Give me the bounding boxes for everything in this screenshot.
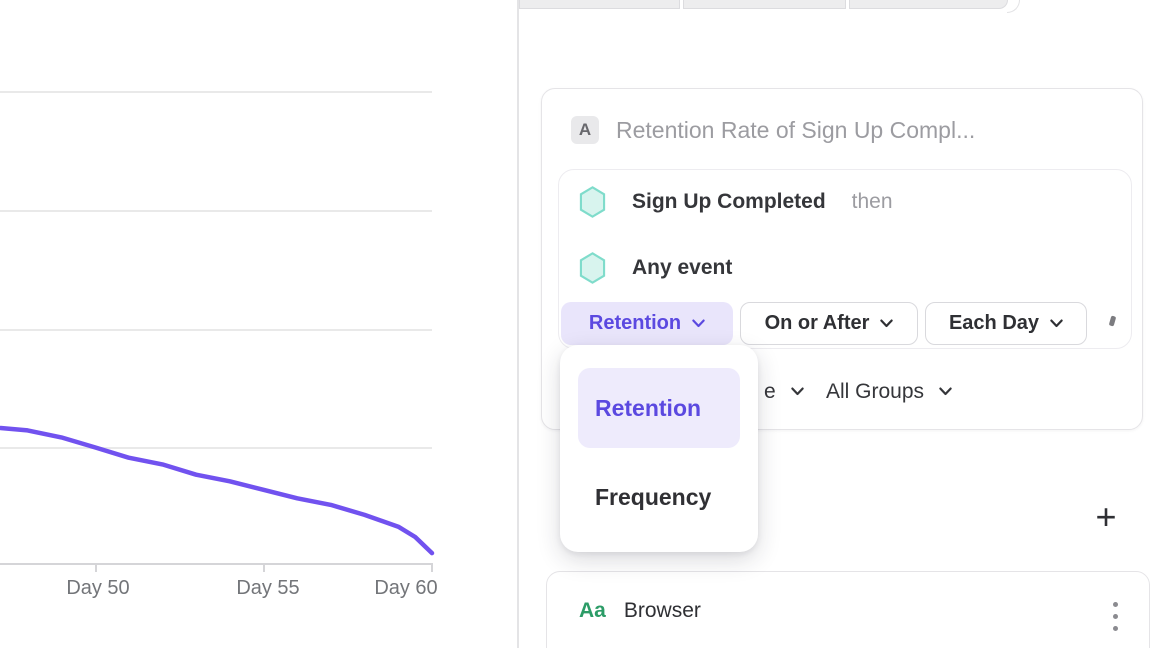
chevron-down-icon [692, 319, 705, 328]
kebab-menu-icon [1113, 602, 1118, 631]
clipped-tab-3[interactable] [849, 0, 1008, 9]
event-hexagon-icon [579, 186, 606, 218]
event-row-first[interactable]: Sign Up Completed then [579, 182, 893, 222]
x-axis-label: Day 60 [374, 577, 438, 599]
criteria-dropdown-label: On or After [764, 312, 870, 334]
series-name-input[interactable] [616, 116, 1118, 144]
event-name: Any event [632, 256, 733, 279]
breakdown-card[interactable]: Aa Browser [546, 571, 1150, 648]
event-hexagon-icon [579, 252, 606, 284]
chevron-down-icon [791, 387, 804, 396]
event-row-return[interactable]: Any event [579, 248, 732, 288]
clipped-card-corner [1007, 0, 1020, 13]
retention-line [0, 425, 435, 556]
panel-divider [517, 0, 519, 648]
chevron-down-icon [880, 319, 894, 328]
chevron-down-icon [1050, 319, 1063, 328]
breakdown-options-button[interactable] [1110, 599, 1121, 634]
plus-icon: + [1095, 496, 1117, 537]
clipped-tab-1[interactable] [519, 0, 680, 9]
gridline [0, 447, 432, 449]
criteria-dropdown-button[interactable]: On or After [740, 302, 918, 345]
menu-item-retention[interactable]: Retention [578, 368, 740, 448]
clipped-dropdown[interactable]: e [764, 378, 804, 405]
event-name: Sign Up Completed [632, 190, 826, 213]
gridline [0, 91, 432, 93]
measure-dropdown-button[interactable]: Retention [561, 302, 733, 345]
event-steps-card: Sign Up Completed then Any event Retenti… [558, 169, 1132, 349]
breakdown-row: Aa Browser [579, 599, 701, 623]
interval-dropdown-label: Each Day [948, 312, 1040, 334]
event-connector: then [851, 190, 893, 213]
string-type-icon: Aa [579, 599, 606, 622]
chevron-down-icon [939, 387, 952, 396]
retention-chart: Day 50 Day 55 Day 60 [0, 0, 517, 648]
measure-dropdown-menu: Retention Frequency [560, 345, 758, 552]
series-badge: A [571, 116, 599, 144]
group-by-label: All Groups [826, 379, 925, 403]
retention-line-svg [0, 425, 435, 556]
x-axis-label: Day 50 [66, 577, 130, 599]
series-header: A [571, 115, 1118, 145]
clipped-dropdown-partial-label: e [764, 379, 776, 403]
criteria-button-row: Retention On or After Each Day [561, 302, 1087, 345]
measure-dropdown-label: Retention [588, 312, 682, 334]
x-axis-tick [95, 563, 97, 572]
clipped-tab-2[interactable] [683, 0, 846, 9]
add-breakdown-button[interactable]: + [1086, 497, 1126, 537]
x-axis-tick [263, 563, 265, 572]
interval-dropdown-button[interactable]: Each Day [925, 302, 1087, 345]
x-axis-tick [431, 563, 433, 572]
breakdown-property-name: Browser [623, 599, 701, 622]
x-axis-label: Day 55 [236, 577, 300, 599]
gridline [0, 210, 432, 212]
group-by-dropdown[interactable]: All Groups [826, 378, 952, 405]
x-axis-line [0, 563, 432, 565]
menu-item-frequency[interactable]: Frequency [595, 483, 712, 510]
gridline [0, 329, 432, 331]
